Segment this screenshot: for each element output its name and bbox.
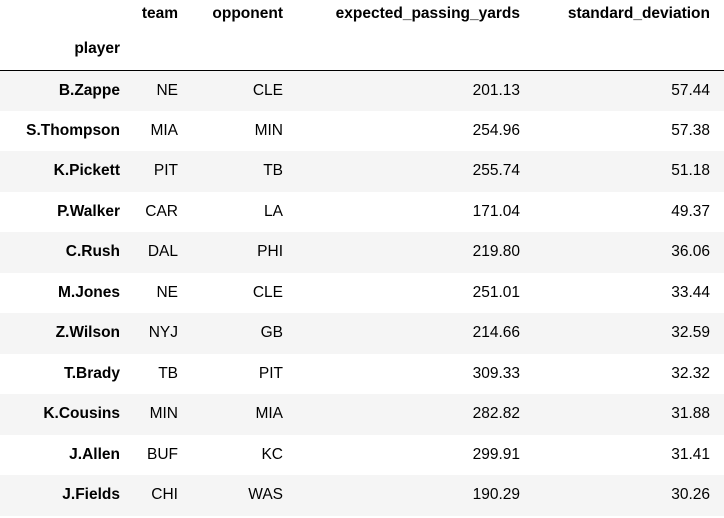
- expected-passing-yards-cell: 282.82: [472, 405, 520, 423]
- column-header-expected-passing-yards: expected_passing_yards: [335, 5, 520, 22]
- standard-deviation-cell: 32.59: [671, 324, 710, 342]
- team-cell: CHI: [151, 486, 178, 504]
- index-name-spacer: [527, 28, 724, 71]
- expected-passing-yards-cell: 219.80: [472, 243, 520, 261]
- team-cell: DAL: [147, 243, 178, 261]
- standard-deviation-cell: 33.44: [671, 283, 710, 301]
- table-row: P.Walker CAR LA 171.04 49.37: [0, 191, 724, 232]
- column-header-team: team: [141, 5, 178, 22]
- table-row: K.Cousins MIN MIA 282.82 31.88: [0, 394, 724, 435]
- player-cell: J.Fields: [62, 486, 120, 504]
- expected-passing-yards-cell: 254.96: [472, 121, 520, 139]
- expected-passing-yards-cell: 299.91: [472, 445, 520, 463]
- column-header-standard-deviation: standard_deviation: [567, 5, 710, 22]
- table-row: C.Rush DAL PHI 219.80 36.06: [0, 232, 724, 273]
- index-name-spacer: [290, 28, 527, 71]
- player-cell: K.Cousins: [43, 405, 120, 423]
- table-row: B.Zappe NE CLE 201.13 57.44: [0, 70, 724, 111]
- team-cell: MIN: [149, 405, 178, 423]
- table-body: B.Zappe NE CLE 201.13 57.44 S.Thompson M…: [0, 70, 724, 516]
- opponent-cell: TB: [263, 162, 283, 180]
- index-name-spacer: [185, 28, 290, 71]
- standard-deviation-cell: 31.41: [671, 445, 710, 463]
- team-cell: PIT: [153, 162, 178, 180]
- player-cell: S.Thompson: [26, 121, 120, 139]
- opponent-cell: MIA: [255, 405, 283, 423]
- table-row: M.Jones NE CLE 251.01 33.44: [0, 272, 724, 313]
- table-row: Z.Wilson NYJ GB 214.66 32.59: [0, 313, 724, 354]
- player-cell: K.Pickett: [53, 162, 120, 180]
- expected-passing-yards-cell: 255.74: [472, 162, 520, 180]
- table-row: T.Brady TB PIT 309.33 32.32: [0, 353, 724, 394]
- standard-deviation-cell: 57.38: [671, 121, 710, 139]
- standard-deviation-cell: 36.06: [671, 243, 710, 261]
- column-header-opponent: opponent: [212, 5, 283, 22]
- table-header: team opponent expected_passing_yards sta…: [0, 0, 724, 71]
- player-cell: B.Zappe: [58, 81, 120, 99]
- expected-passing-yards-cell: 201.13: [472, 81, 520, 99]
- team-cell: NE: [156, 283, 178, 301]
- team-cell: CAR: [145, 202, 178, 220]
- opponent-cell: MIN: [254, 121, 283, 139]
- opponent-cell: PHI: [257, 243, 283, 261]
- opponent-cell: GB: [260, 324, 283, 342]
- player-cell: C.Rush: [65, 243, 120, 261]
- opponent-cell: CLE: [252, 283, 283, 301]
- column-header-row: team opponent expected_passing_yards sta…: [0, 0, 724, 28]
- table-row: K.Pickett PIT TB 255.74 51.18: [0, 151, 724, 192]
- table-row: J.Allen BUF KC 299.91 31.41: [0, 434, 724, 475]
- index-name-label: player: [0, 28, 127, 71]
- standard-deviation-cell: 57.44: [671, 81, 710, 99]
- opponent-cell: KC: [261, 445, 283, 463]
- player-cell: P.Walker: [57, 202, 120, 220]
- opponent-cell: CLE: [252, 81, 283, 99]
- expected-passing-yards-cell: 214.66: [472, 324, 520, 342]
- standard-deviation-cell: 51.18: [671, 162, 710, 180]
- index-header-spacer: [0, 0, 127, 28]
- standard-deviation-cell: 32.32: [671, 364, 710, 382]
- expected-passing-yards-cell: 190.29: [472, 486, 520, 504]
- standard-deviation-cell: 30.26: [671, 486, 710, 504]
- team-cell: NE: [156, 81, 178, 99]
- standard-deviation-cell: 31.88: [671, 405, 710, 423]
- table-row: S.Thompson MIA MIN 254.96 57.38: [0, 110, 724, 151]
- expected-passing-yards-cell: 309.33: [472, 364, 520, 382]
- team-cell: NYJ: [148, 324, 178, 342]
- player-cell: M.Jones: [57, 283, 120, 301]
- index-name-spacer: [127, 28, 185, 71]
- expected-passing-yards-cell: 171.04: [472, 202, 520, 220]
- expected-passing-yards-cell: 251.01: [472, 283, 520, 301]
- player-cell: J.Allen: [69, 445, 120, 463]
- team-cell: TB: [158, 364, 178, 382]
- team-cell: BUF: [147, 445, 178, 463]
- player-cell: Z.Wilson: [55, 324, 120, 342]
- standard-deviation-cell: 49.37: [671, 202, 710, 220]
- team-cell: MIA: [150, 121, 178, 139]
- opponent-cell: PIT: [258, 364, 283, 382]
- player-cell: T.Brady: [64, 364, 120, 382]
- index-name-row: player: [0, 28, 724, 71]
- opponent-cell: LA: [264, 202, 283, 220]
- opponent-cell: WAS: [248, 486, 283, 504]
- table-row: J.Fields CHI WAS 190.29 30.26: [0, 475, 724, 516]
